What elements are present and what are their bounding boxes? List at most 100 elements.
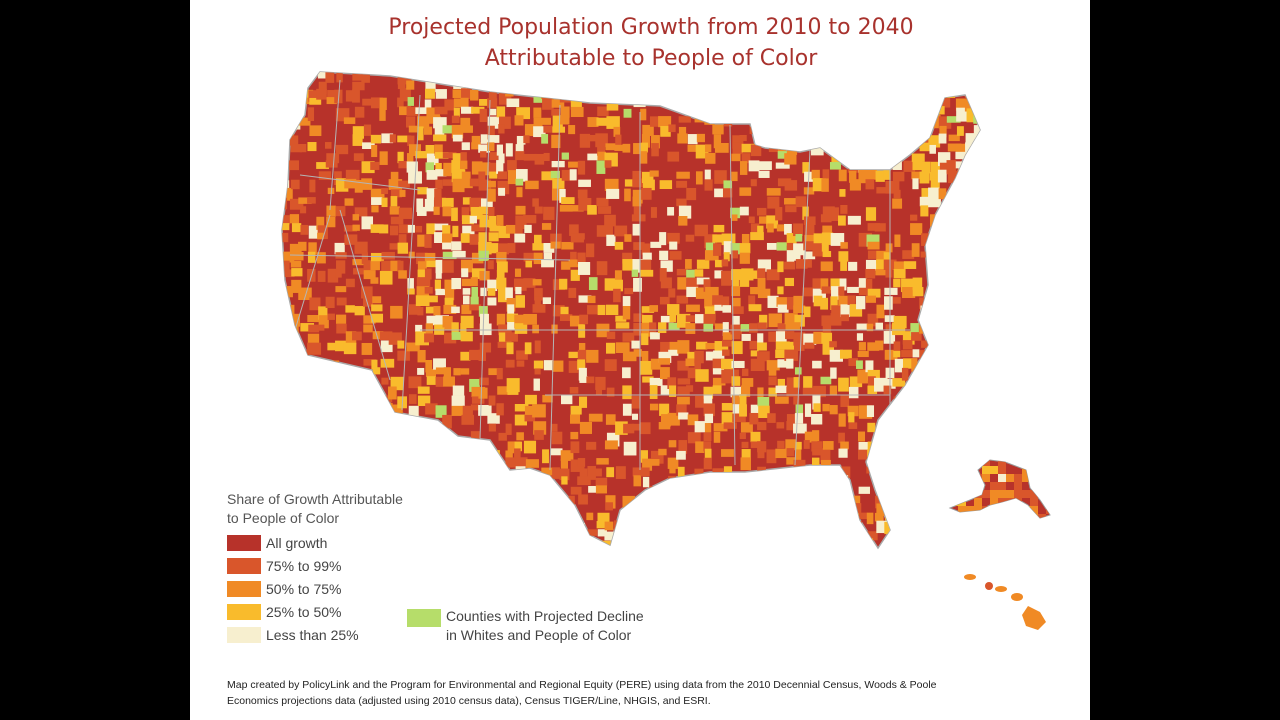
county-patch — [541, 223, 552, 230]
county-patch — [721, 89, 734, 103]
county-patch — [722, 322, 729, 336]
county-patch — [667, 377, 677, 389]
county-patch — [984, 216, 991, 230]
county-patch — [632, 512, 642, 521]
county-patch — [623, 423, 635, 434]
county-patch — [408, 376, 422, 389]
county-patch — [974, 512, 980, 522]
county-patch — [912, 287, 924, 297]
county-patch — [830, 144, 839, 153]
county-patch — [677, 522, 689, 536]
county-patch — [957, 81, 964, 93]
county-patch — [370, 252, 384, 262]
county-patch — [444, 297, 454, 307]
county-patch — [973, 80, 980, 93]
county-patch — [371, 423, 383, 437]
county-patch — [379, 270, 393, 285]
county-patch — [471, 106, 485, 114]
county-patch — [759, 72, 770, 83]
county-patch — [462, 288, 471, 295]
county-patch — [381, 260, 395, 271]
county-patch — [417, 269, 428, 278]
county-patch — [678, 412, 689, 420]
county-patch — [282, 187, 293, 201]
county-patch — [786, 358, 794, 369]
county-patch — [812, 278, 822, 289]
county-patch — [830, 467, 842, 477]
county-patch — [390, 305, 403, 319]
county-patch — [398, 180, 410, 188]
county-patch — [633, 242, 645, 250]
county-patch — [950, 466, 958, 474]
county-patch — [820, 511, 832, 521]
county-patch — [398, 207, 412, 219]
county-patch — [678, 205, 692, 219]
county-patch — [316, 252, 326, 264]
county-patch — [515, 457, 528, 469]
county-patch — [597, 304, 606, 316]
county-patch — [714, 304, 729, 311]
county-patch — [982, 460, 990, 466]
county-patch — [622, 367, 631, 379]
county-patch — [802, 387, 817, 395]
county-patch — [866, 531, 878, 541]
county-patch — [998, 506, 1006, 514]
county-patch — [676, 171, 690, 179]
county-patch — [487, 125, 495, 140]
county-patch — [901, 504, 911, 516]
county-patch — [478, 250, 489, 261]
county-patch — [958, 506, 966, 514]
contiguous-us-map — [281, 71, 996, 563]
county-patch — [676, 268, 688, 276]
county-patch — [559, 205, 573, 212]
county-patch — [703, 323, 714, 332]
county-patch — [435, 89, 447, 99]
county-patch — [847, 513, 860, 524]
county-patch — [425, 306, 440, 314]
county-patch — [811, 97, 820, 109]
county-patch — [291, 331, 299, 339]
county-patch — [840, 540, 851, 548]
county-patch — [820, 278, 829, 291]
county-patch — [1046, 474, 1050, 482]
county-patch — [326, 539, 335, 548]
county-patch — [874, 512, 884, 522]
county-patch — [921, 161, 931, 174]
county-patch — [950, 490, 958, 498]
county-patch — [910, 126, 923, 137]
county-patch — [983, 161, 996, 175]
county-patch — [534, 550, 540, 563]
county-patch — [696, 277, 710, 285]
county-patch — [966, 108, 978, 123]
county-patch — [434, 279, 441, 291]
county-patch — [604, 278, 617, 291]
county-patch — [622, 143, 631, 153]
county-patch — [676, 180, 688, 188]
county-patch — [551, 80, 563, 94]
county-patch — [480, 458, 493, 468]
county-patch — [767, 413, 776, 423]
county-patch — [579, 421, 593, 434]
county-patch — [974, 279, 980, 291]
county-patch — [821, 232, 834, 245]
county-patch — [901, 143, 911, 153]
county-patch — [515, 144, 524, 152]
county-patch — [570, 106, 584, 118]
county-patch — [768, 376, 777, 386]
county-patch — [966, 476, 980, 484]
county-patch — [532, 404, 546, 418]
county-patch — [912, 117, 921, 129]
county-patch — [677, 340, 690, 354]
county-patch — [381, 188, 389, 195]
county-patch — [658, 421, 671, 430]
county-patch — [912, 160, 923, 171]
county-patch — [975, 331, 980, 342]
county-patch — [659, 403, 670, 416]
county-patch — [469, 234, 482, 245]
county-patch — [660, 315, 674, 323]
county-patch — [884, 287, 898, 295]
county-patch — [352, 72, 363, 81]
county-patch — [732, 315, 740, 328]
county-patch — [416, 457, 424, 472]
county-patch — [848, 422, 858, 429]
